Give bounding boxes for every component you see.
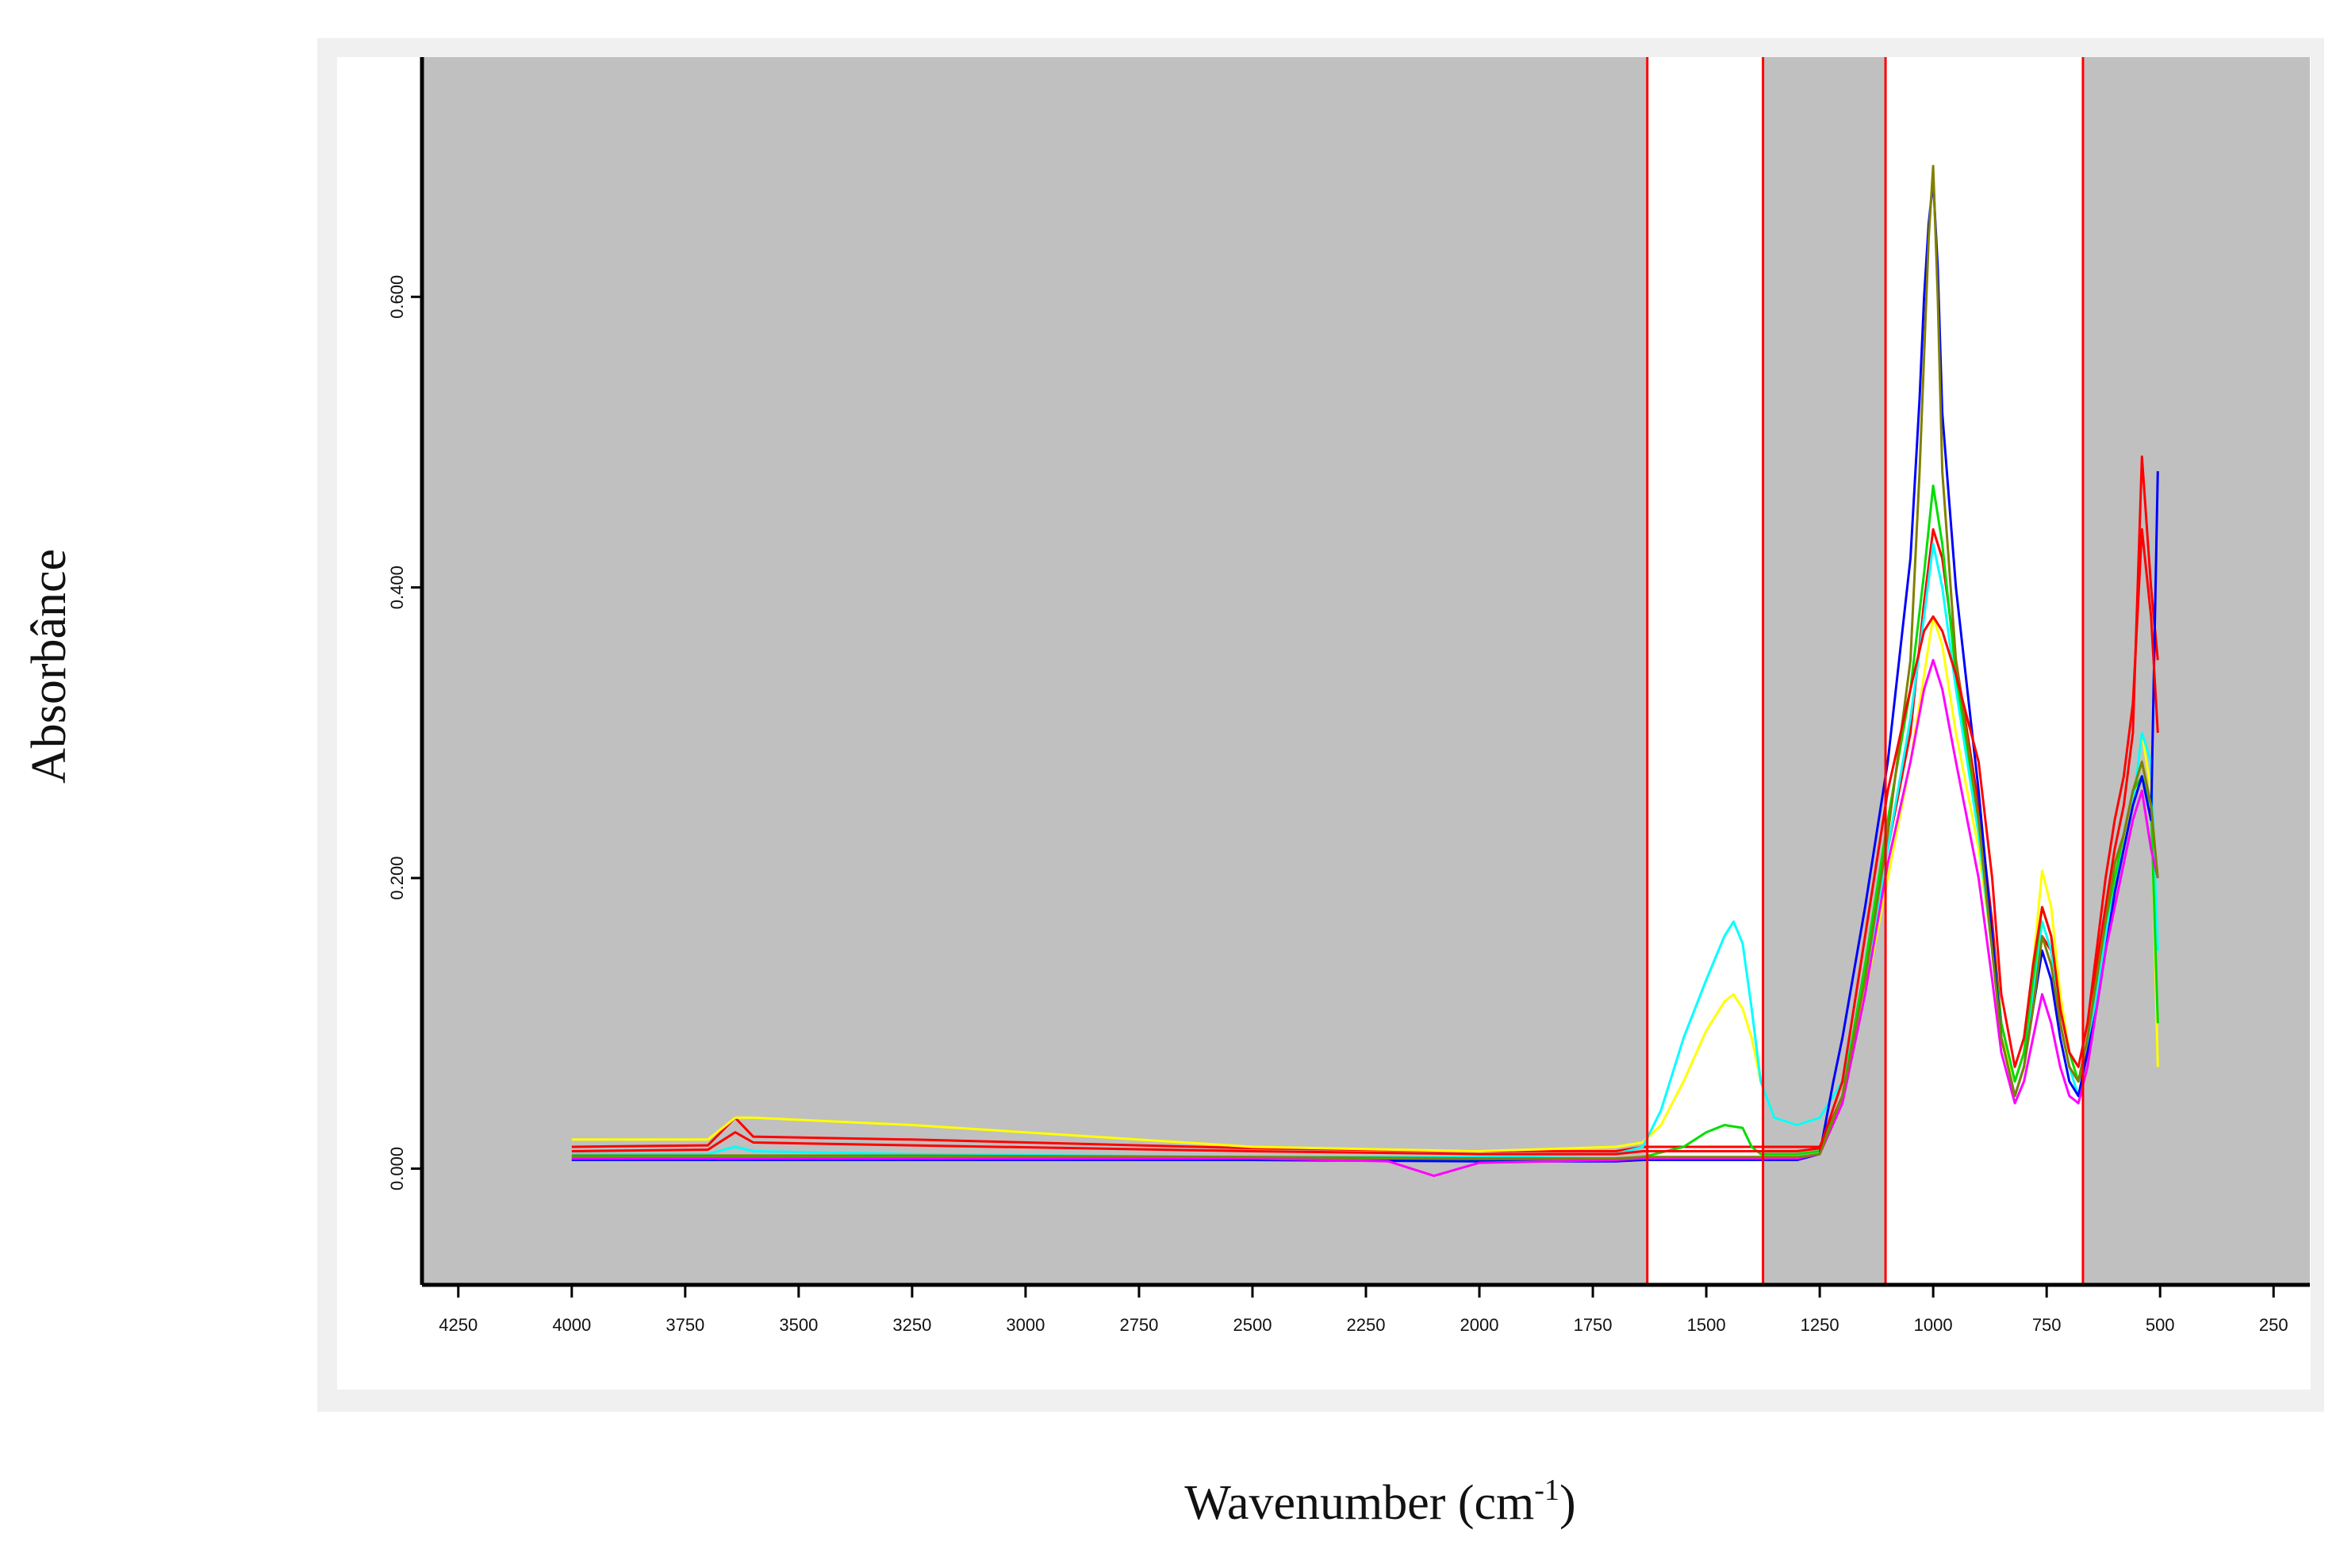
y-tick-label: 0.200 [387,857,407,900]
x-axis-title-sup: -1 [1534,1474,1559,1507]
x-axis-ticks: 4250 4000 3750 3500 3250 3000 2750 2500 2250 2000… [439,1285,2288,1335]
selected-regions [1647,57,2083,1285]
x-tick-label: 250 [2259,1315,2288,1335]
region-boundary-lines [1646,57,2085,1285]
y-tick-label: 0.000 [387,1147,407,1190]
selected-region-1 [1647,57,1763,1285]
spectrum-line-6 [571,658,2159,1178]
x-tick-label: 2750 [1119,1315,1158,1335]
y-tick-label: 0.400 [387,565,407,609]
y-axis-ticks: 0.000 0.200 0.400 0.600 [387,275,422,1190]
x-tick-label: 2000 [1460,1315,1499,1335]
x-tick-label: 500 [2146,1315,2175,1335]
x-tick-label: 1250 [1801,1315,1839,1335]
selected-region-2 [1885,57,2083,1285]
y-axis-title: Absorbânce [22,549,76,784]
x-tick-label: 4000 [552,1315,591,1335]
x-tick-label: 3000 [1006,1315,1045,1335]
spectrum-line-7 [571,164,2159,1160]
y-tick-label: 0.600 [387,275,407,319]
x-tick-label: 2500 [1233,1315,1272,1335]
x-tick-label: 2250 [1347,1315,1386,1335]
x-tick-label: 3500 [779,1315,818,1335]
x-tick-label: 750 [2032,1315,2062,1335]
x-tick-label: 3750 [666,1315,704,1335]
x-axis-title-main: Wavenumber (cm [1184,1476,1534,1530]
spectrum-line-8 [571,527,2159,1156]
x-tick-label: 1000 [1914,1315,1953,1335]
x-axis-title: Wavenumber (cm-1) [1184,1474,1575,1530]
x-tick-label: 3250 [892,1315,931,1335]
x-tick-label: 1500 [1687,1315,1726,1335]
spectra-series [571,164,2159,1178]
x-axis-title-end: ) [1559,1476,1576,1530]
x-tick-label: 4250 [439,1315,478,1335]
x-tick-label: 1750 [1574,1315,1613,1335]
